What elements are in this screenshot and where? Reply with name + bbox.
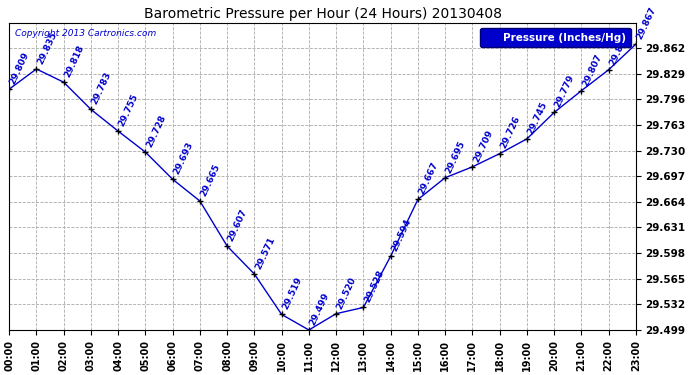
Text: 29.571: 29.571 [254,236,277,271]
Text: 29.693: 29.693 [172,141,195,176]
Text: 29.528: 29.528 [363,269,386,304]
Legend: Pressure (Inches/Hg): Pressure (Inches/Hg) [480,28,631,47]
Text: 29.779: 29.779 [553,74,576,109]
Text: 29.834: 29.834 [608,31,631,66]
Text: 29.607: 29.607 [226,207,249,243]
Text: 29.755: 29.755 [117,92,140,128]
Text: 29.520: 29.520 [335,275,358,310]
Text: 29.519: 29.519 [281,276,304,311]
Text: 29.867: 29.867 [635,5,658,41]
Text: 29.745: 29.745 [526,100,549,136]
Text: 29.709: 29.709 [471,128,495,164]
Text: 29.728: 29.728 [145,113,168,149]
Text: 29.783: 29.783 [90,70,113,106]
Title: Barometric Pressure per Hour (24 Hours) 20130408: Barometric Pressure per Hour (24 Hours) … [144,7,502,21]
Text: 29.594: 29.594 [390,217,413,253]
Text: 29.809: 29.809 [8,51,31,86]
Text: 29.835: 29.835 [36,30,59,66]
Text: 29.726: 29.726 [499,115,522,150]
Text: 29.807: 29.807 [580,52,604,87]
Text: 29.695: 29.695 [444,139,467,174]
Text: 29.665: 29.665 [199,162,222,198]
Text: Copyright 2013 Cartronics.com: Copyright 2013 Cartronics.com [15,29,157,38]
Text: 29.667: 29.667 [417,161,440,196]
Text: 29.499: 29.499 [308,291,331,327]
Text: 29.818: 29.818 [63,44,86,79]
